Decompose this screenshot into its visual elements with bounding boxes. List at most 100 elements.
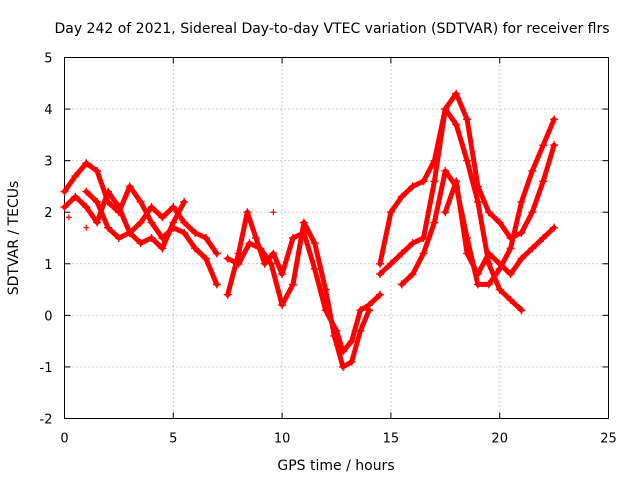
y-tick-label: 2 (44, 206, 52, 221)
data-point (408, 239, 417, 248)
data-point (408, 270, 417, 279)
data-point (550, 115, 559, 124)
data-point (267, 259, 276, 268)
y-tick-label: 3 (44, 155, 52, 170)
data-point (93, 218, 102, 227)
data-point (82, 203, 91, 212)
data-point (376, 270, 385, 279)
data-point (60, 187, 69, 196)
series-band (83, 189, 187, 251)
data-point (397, 192, 406, 201)
data-point (71, 172, 80, 181)
data-point (517, 254, 526, 263)
data-point (125, 228, 134, 237)
data-point (60, 203, 69, 212)
series-trace-e (223, 218, 374, 371)
outlier-point (270, 209, 277, 216)
data-point (251, 234, 260, 242)
data-point (125, 182, 134, 191)
x-tick-label: 15 (383, 432, 400, 447)
data-point (495, 218, 504, 227)
data-point (550, 141, 559, 150)
data-point (506, 244, 515, 253)
data-point (419, 177, 428, 186)
data-point (517, 197, 526, 206)
data-point (136, 218, 145, 227)
data-point (397, 249, 406, 258)
data-point (473, 270, 482, 279)
data-point (212, 280, 221, 289)
data-point (539, 141, 548, 150)
x-tick-label: 5 (169, 432, 177, 447)
data-point (376, 290, 385, 299)
data-point (288, 280, 297, 289)
data-point (386, 259, 395, 268)
data-point (321, 285, 330, 294)
data-point (484, 280, 493, 289)
data-point (539, 234, 548, 242)
plot-frame (64, 57, 609, 419)
data-point (158, 244, 167, 253)
data-point (441, 166, 450, 175)
data-point (104, 223, 113, 232)
data-point (93, 166, 102, 175)
data-point (180, 228, 189, 237)
data-point (463, 156, 472, 165)
data-point (452, 120, 461, 129)
data-point (82, 159, 91, 168)
data-point (528, 208, 537, 217)
y-tick-label: -1 (40, 361, 53, 376)
data-point (256, 244, 265, 253)
data-point (430, 177, 439, 186)
data-point (528, 244, 537, 253)
data-point (201, 254, 210, 263)
data-point (82, 187, 91, 196)
data-point (356, 306, 365, 315)
x-tick-label: 25 (600, 432, 617, 447)
data-point (506, 295, 515, 304)
data-point (539, 177, 548, 186)
data-point (201, 234, 210, 242)
data-point (463, 115, 472, 124)
series-trace-b (60, 187, 221, 258)
data-point (419, 234, 428, 242)
data-point (288, 234, 297, 242)
data-point (517, 228, 526, 237)
data-point (376, 259, 385, 268)
x-tick-label: 0 (60, 432, 68, 447)
data-point (386, 208, 395, 217)
data-point (528, 166, 537, 175)
y-tick-label: -2 (40, 413, 53, 428)
data-point (347, 357, 356, 366)
data-point (104, 187, 113, 196)
data-point (310, 239, 319, 248)
data-point (339, 362, 348, 371)
data-point (495, 285, 504, 294)
x-tick-label: 10 (274, 432, 291, 447)
data-point (269, 249, 278, 258)
points-layer (60, 89, 559, 371)
data-point (191, 228, 200, 237)
x-axis-label: GPS time / hours (277, 458, 394, 474)
outlier-point (83, 224, 90, 231)
y-tick-label: 5 (44, 52, 52, 67)
data-point (147, 218, 156, 227)
data-point (158, 213, 167, 222)
y-axis-label: SDTVAR / TECUs (6, 181, 22, 296)
data-point (169, 218, 178, 227)
data-point (136, 197, 145, 206)
data-point (506, 270, 515, 279)
data-point (223, 254, 232, 263)
series-trace-g (376, 89, 559, 279)
data-point (136, 239, 145, 248)
data-point (347, 337, 356, 346)
data-point (180, 218, 189, 227)
y-tick-label: 0 (44, 309, 52, 324)
series-trace-i (441, 177, 559, 279)
data-point (212, 249, 221, 258)
data-point (223, 290, 232, 299)
data-point (234, 259, 243, 268)
series-trace-c (82, 187, 189, 253)
data-point (473, 197, 482, 206)
chart-title: Day 242 of 2021, Sidereal Day-to-day VTE… (54, 21, 609, 37)
